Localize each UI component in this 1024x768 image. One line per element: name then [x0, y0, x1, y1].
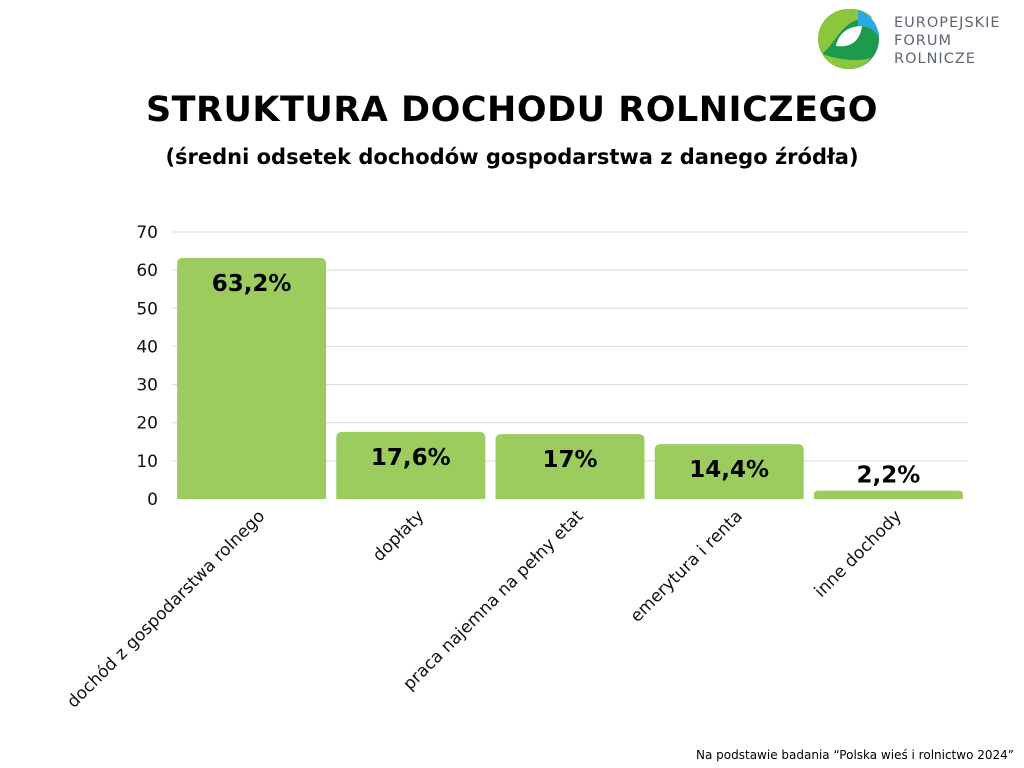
- logo-line-2: FORUM: [894, 33, 952, 49]
- logo: EUROPEJSKIE FORUM ROLNICZE: [818, 6, 1018, 72]
- y-tick-label: 60: [136, 261, 158, 281]
- data-label: 2,2%: [857, 463, 921, 489]
- bar: [654, 444, 804, 499]
- logo-line-3: ROLNICZE: [894, 51, 976, 67]
- source-footnote: Na podstawie badania “Polska wieś i roln…: [696, 748, 1014, 762]
- bar: [495, 434, 645, 499]
- data-label: 17%: [542, 447, 597, 473]
- y-tick-label: 40: [136, 337, 158, 357]
- chart-title: STRUKTURA DOCHODU ROLNICZEGO: [145, 90, 879, 130]
- chart-subtitle: (średni odsetek dochodów gospodarstwa z …: [165, 145, 859, 169]
- y-tick-label: 50: [136, 299, 158, 319]
- bar: [813, 490, 963, 499]
- x-category-label: inne dochody: [811, 506, 906, 601]
- data-label: 63,2%: [212, 271, 292, 297]
- x-category-label: emerytura i renta: [627, 506, 747, 626]
- y-tick-label: 10: [136, 452, 158, 472]
- x-category-label: dochód z gospodarstwa rolnego: [63, 506, 269, 712]
- logo-leaf-icon: [818, 8, 879, 70]
- y-tick-label: 20: [136, 414, 158, 434]
- data-label: 17,6%: [371, 445, 451, 471]
- bar: [177, 257, 327, 499]
- y-tick-label: 70: [136, 223, 158, 243]
- x-category-label: dopłaty: [369, 506, 428, 565]
- logo-text: EUROPEJSKIE FORUM ROLNICZE: [894, 14, 1001, 68]
- data-label: 14,4%: [689, 457, 769, 483]
- logo-line-1: EUROPEJSKIE: [894, 15, 1001, 31]
- x-category-label: praca najemna na pełny etat: [399, 506, 587, 694]
- y-tick-label: 0: [147, 490, 158, 510]
- bar: [336, 431, 486, 499]
- y-tick-label: 30: [136, 376, 158, 396]
